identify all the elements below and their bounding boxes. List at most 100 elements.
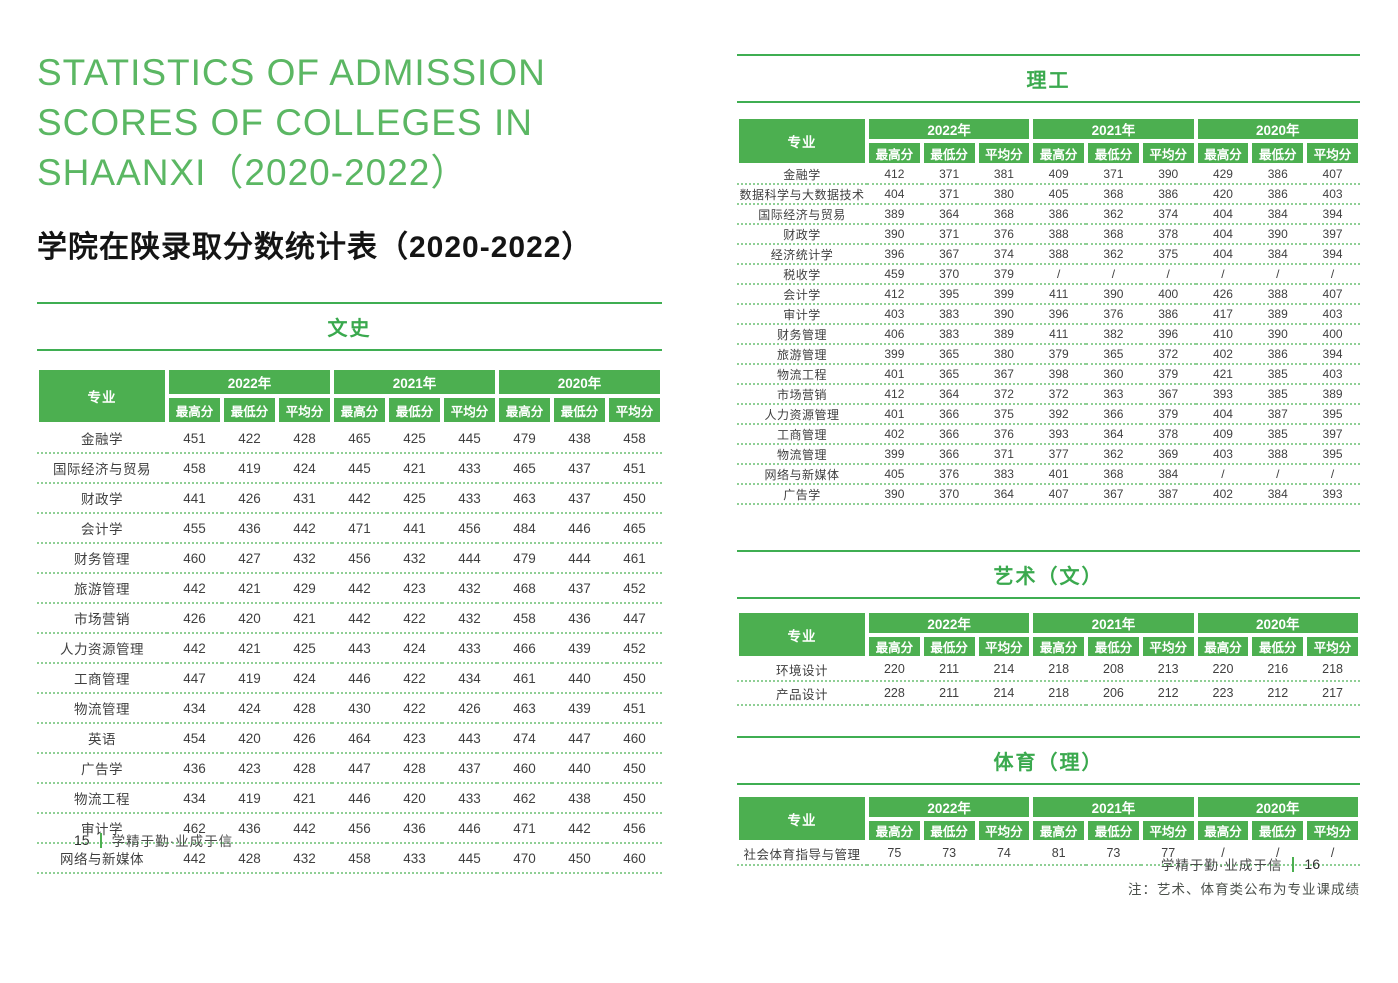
score-cell: 443	[332, 634, 387, 664]
score-cell: 441	[387, 514, 442, 544]
score-cell: 379	[1140, 405, 1196, 425]
score-cell: 444	[552, 544, 607, 574]
score-cell: 434	[442, 664, 497, 694]
score-cell: 381	[976, 165, 1032, 185]
score-cell: 363	[1086, 385, 1141, 405]
score-cell: 403	[1195, 445, 1251, 465]
header-row-subs: 最高分 最低分 平均分 最高分 最低分 平均分 最高分 最低分 平均分	[737, 819, 1360, 842]
score-type-header: 最低分	[1250, 819, 1306, 842]
score-cell: 419	[222, 664, 277, 694]
ligong-table-container: 专业 2022年 2021年 2020年 最高分 最低分 平均分 最高分 最低分 平均分 最高分 最低…	[737, 117, 1360, 505]
year-header: 2021年	[332, 368, 497, 396]
ligong-table: 专业 2022年 2021年 2020年 最高分 最低分 平均分 最高分 最低分 平均分 最高分 最低…	[737, 117, 1360, 505]
score-type-header: 最高分	[1195, 141, 1251, 165]
score-cell: 399	[867, 445, 922, 465]
score-cell: 388	[1031, 225, 1087, 245]
score-cell: /	[1195, 265, 1251, 285]
score-cell: 389	[867, 205, 922, 225]
score-cell: 390	[1086, 285, 1141, 305]
score-cell: 393	[1031, 425, 1087, 445]
score-cell: 382	[1086, 325, 1141, 345]
table-row: 财务管理 460 427 432 456 432 444 479 444 461	[37, 544, 662, 574]
score-cell: 442	[277, 814, 332, 844]
score-cell: 364	[921, 205, 977, 225]
section-title-yishu: 艺术（文）	[993, 566, 1104, 588]
score-cell: 424	[277, 664, 332, 694]
footer-motto-right: 学精于勤·业成于信	[1160, 858, 1283, 873]
score-cell: 424	[387, 634, 442, 664]
score-cell: 426	[222, 484, 277, 514]
score-cell: 403	[1305, 305, 1360, 325]
major-name-cell: 财政学	[737, 225, 867, 245]
tiyu-table-container: 专业 2022年 2021年 2020年 最高分 最低分 平均分 最高分 最低分 平均分 最高分 最低…	[737, 795, 1360, 866]
section-title-wenshi: 文史	[327, 318, 372, 340]
score-cell: 389	[1250, 305, 1306, 325]
score-cell: 454	[167, 724, 222, 754]
score-cell: 395	[921, 285, 977, 305]
score-type-header: 最高分	[1031, 141, 1087, 165]
score-cell: 428	[277, 754, 332, 784]
score-cell: 438	[552, 784, 607, 814]
score-cell: 420	[1195, 185, 1251, 205]
score-cell: /	[1250, 465, 1306, 485]
major-name-cell: 社会体育指导与管理	[737, 842, 867, 866]
score-cell: 386	[1250, 165, 1306, 185]
year-header: 2022年	[167, 368, 332, 396]
score-cell: 73	[921, 842, 977, 866]
score-cell: 386	[1250, 185, 1306, 205]
score-cell: 400	[1140, 285, 1196, 305]
score-cell: 426	[277, 724, 332, 754]
score-cell: 384	[1250, 205, 1306, 225]
score-cell: 433	[442, 784, 497, 814]
score-cell: 429	[277, 574, 332, 604]
score-cell: 442	[277, 514, 332, 544]
score-cell: 213	[1140, 658, 1196, 682]
score-cell: /	[1250, 842, 1306, 866]
score-type-header: 平均分	[976, 819, 1032, 842]
score-cell: 412	[867, 165, 922, 185]
year-header: 2021年	[1031, 611, 1196, 635]
score-cell: 218	[1031, 682, 1087, 706]
score-cell: 403	[867, 305, 922, 325]
major-name-cell: 财政学	[37, 484, 167, 514]
score-cell: 407	[1305, 285, 1360, 305]
score-cell: 368	[1086, 465, 1141, 485]
score-cell: 441	[167, 484, 222, 514]
score-cell: 360	[1086, 365, 1141, 385]
score-cell: 395	[1305, 405, 1360, 425]
score-cell: 474	[497, 724, 552, 754]
score-cell: 372	[1031, 385, 1087, 405]
score-cell: 409	[1195, 425, 1251, 445]
score-cell: 378	[1140, 425, 1196, 445]
score-cell: 424	[277, 454, 332, 484]
score-type-header: 最高分	[332, 396, 387, 424]
score-cell: 218	[1305, 658, 1360, 682]
score-cell: 471	[332, 514, 387, 544]
major-name-cell: 税收学	[737, 265, 867, 285]
year-header: 2021年	[1031, 795, 1196, 819]
page-number-left: 15	[74, 832, 90, 848]
table-row: 人力资源管理 401 366 375 392 366 379 404 387 395	[737, 405, 1360, 425]
score-cell: 411	[1031, 325, 1087, 345]
score-cell: 371	[1086, 165, 1141, 185]
score-cell: 420	[222, 604, 277, 634]
score-cell: 425	[277, 634, 332, 664]
score-cell: 73	[1086, 842, 1141, 866]
score-cell: 367	[1086, 485, 1141, 505]
score-cell: 440	[552, 664, 607, 694]
score-cell: 397	[1305, 225, 1360, 245]
score-cell: /	[1305, 465, 1360, 485]
score-type-header: 平均分	[1140, 141, 1196, 165]
score-cell: 384	[1140, 465, 1196, 485]
score-cell: 421	[1195, 365, 1251, 385]
score-cell: 445	[442, 424, 497, 454]
score-cell: 423	[387, 574, 442, 604]
score-cell: 387	[1250, 405, 1306, 425]
score-cell: 365	[1086, 345, 1141, 365]
page-right: 理工 专业 2022年 2021年 2020年 最高分 最低分 平均分 最高分 最低分 平均分 最高…	[737, 0, 1360, 898]
score-cell: 380	[976, 185, 1032, 205]
score-cell: 400	[1305, 325, 1360, 345]
score-cell: 461	[607, 544, 662, 574]
score-cell: 371	[921, 185, 977, 205]
footer-divider-right	[1292, 856, 1295, 872]
